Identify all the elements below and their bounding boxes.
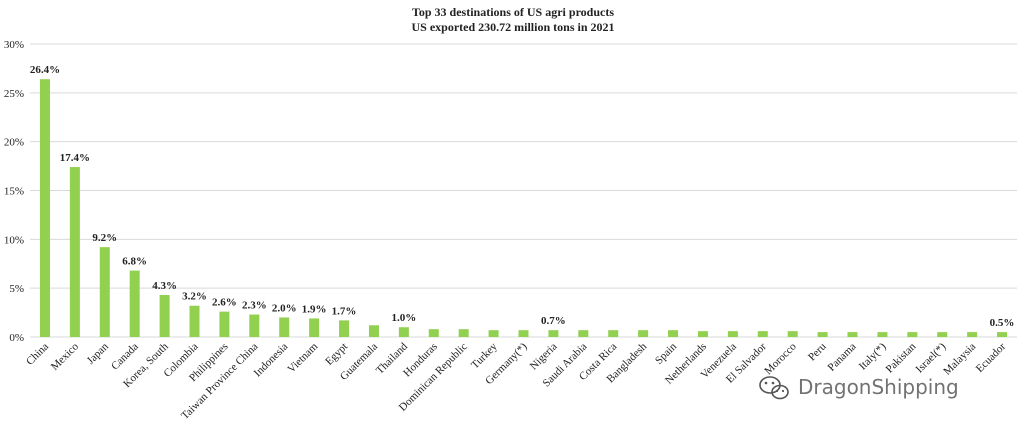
data-label: 4.3% [152, 280, 177, 292]
watermark: DragonShipping [759, 375, 959, 400]
chart-title: Top 33 destinations of US agri products [412, 5, 614, 19]
y-tick-label: 5% [9, 283, 24, 295]
wechat-icon [759, 376, 789, 400]
data-labels: 26.4% 17.4% 9.2% 6.8% 4.3% 3.2% 2.6% 2.3% 2.0% 1.… [30, 64, 1015, 329]
category-label: Pakistan [884, 340, 919, 375]
chart-subtitle: US exported 230.72 million tons in 2021 [411, 20, 614, 34]
data-label: 26.4% [30, 64, 60, 76]
bar [727, 331, 738, 337]
data-label: 6.8% [122, 256, 147, 268]
bar [428, 329, 439, 337]
bar [668, 330, 679, 337]
category-label: Mexico [49, 340, 82, 373]
bar [39, 79, 50, 337]
category-label: Vietnam [285, 340, 320, 375]
bar [309, 318, 320, 337]
category-label: China [24, 341, 51, 368]
bar [877, 332, 888, 337]
category-label: Malaysia [941, 341, 978, 378]
bar [817, 332, 828, 337]
y-tick-label: 10% [4, 234, 24, 246]
category-label: Japan [85, 340, 112, 367]
bar [937, 332, 948, 337]
gridlines [30, 43, 1017, 338]
bar [368, 325, 379, 337]
category-label: Egypt [323, 341, 350, 368]
data-label: 1.7% [332, 305, 357, 317]
data-label: 9.2% [92, 232, 117, 244]
category-label: Peru [806, 340, 829, 363]
category-label: Morocco [762, 340, 799, 377]
y-tick-label: 20% [4, 137, 24, 149]
y-tick-label: 25% [4, 88, 24, 100]
bar [997, 332, 1008, 337]
data-label: 2.3% [242, 300, 267, 312]
bar [578, 330, 589, 337]
bar [189, 305, 200, 337]
bar [398, 327, 409, 337]
y-tick-label: 15% [4, 186, 24, 198]
data-label: 2.0% [272, 302, 297, 314]
y-axis-ticks: 0% 5% 10% 15% 20% 25% 30% [4, 39, 24, 344]
bar [458, 329, 469, 337]
y-tick-label: 0% [9, 332, 24, 344]
bar [787, 331, 798, 337]
bar [907, 332, 918, 337]
bar [69, 167, 80, 337]
bar [219, 311, 230, 337]
data-label: 2.6% [212, 297, 237, 309]
bar [608, 330, 619, 337]
bars [39, 79, 1008, 337]
bar [757, 331, 768, 337]
data-label: 1.9% [302, 303, 327, 315]
data-label: 1.0% [391, 312, 416, 324]
bar [99, 247, 110, 337]
bar [548, 330, 559, 337]
data-label: 0.7% [541, 315, 566, 327]
bar [697, 331, 708, 337]
bar [967, 332, 978, 337]
y-tick-label: 30% [4, 39, 24, 51]
category-label: Spain [653, 340, 680, 367]
bar [488, 330, 499, 337]
bar [249, 314, 260, 337]
bar [159, 295, 170, 337]
category-label: Panama [826, 341, 859, 374]
bar [847, 332, 858, 337]
bar [279, 317, 290, 337]
data-label: 0.5% [990, 317, 1015, 329]
data-label: 3.2% [182, 291, 207, 303]
bar [518, 330, 529, 337]
bar [638, 330, 649, 337]
watermark-text: DragonShipping [798, 375, 959, 399]
bar [129, 270, 140, 337]
bar [339, 320, 350, 337]
category-label: Ecuador [974, 340, 1009, 375]
data-label: 17.4% [60, 152, 90, 164]
